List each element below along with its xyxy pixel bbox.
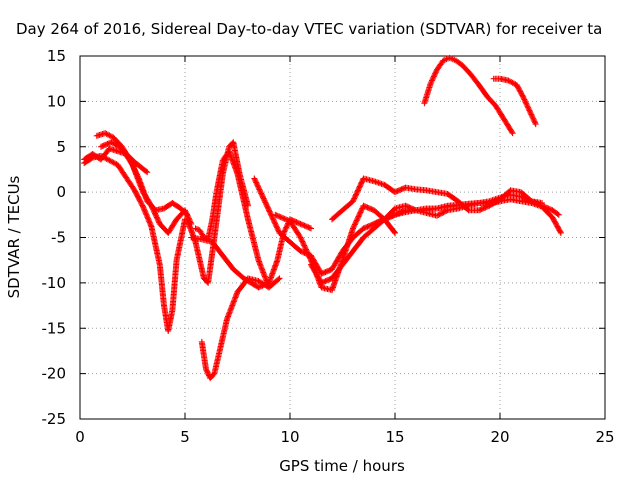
y-tick-label: 10	[47, 92, 66, 110]
series-14	[421, 54, 516, 137]
plot-area-border	[79, 55, 606, 420]
y-tick-label: 5	[56, 138, 66, 156]
x-tick-label: 10	[280, 428, 299, 446]
x-tick-label: 25	[595, 428, 614, 446]
series-5	[184, 139, 251, 286]
plus-marker-trace	[371, 196, 564, 236]
x-tick-label: 15	[385, 428, 404, 446]
x-tick-label: 0	[75, 428, 85, 446]
plus-marker-trace	[308, 198, 503, 286]
y-tick-label: 15	[47, 47, 66, 65]
grid-lines	[80, 56, 605, 419]
y-tick-label: -20	[42, 365, 67, 383]
series-7	[192, 148, 272, 291]
y-tick-label: -5	[51, 229, 66, 247]
data-marks	[81, 54, 564, 382]
plus-marker-trace	[81, 152, 188, 334]
plus-marker-trace	[98, 139, 195, 236]
y-tick-label: -10	[42, 274, 67, 292]
series-13	[371, 196, 564, 236]
y-tick-label: -25	[42, 410, 67, 428]
plus-marker-trace	[184, 139, 251, 286]
plus-marker-trace	[490, 75, 539, 128]
series-15	[490, 75, 539, 128]
axis-ticks: 0 5 10 15 20 25 -25 -20 -15 -10 -5 0 5 10 15	[42, 47, 615, 446]
y-tick-label: -15	[42, 319, 67, 337]
chart-title: Day 264 of 2016, Sidereal Day-to-day VTE…	[16, 20, 602, 38]
y-tick-label: 0	[56, 183, 66, 201]
plus-marker-trace	[329, 175, 562, 223]
x-tick-label: 5	[180, 428, 190, 446]
series-12	[329, 175, 562, 223]
plus-marker-trace	[192, 148, 272, 291]
plus-marker-trace	[421, 54, 516, 137]
x-tick-label: 20	[490, 428, 509, 446]
series-1	[81, 152, 188, 334]
x-axis-label: GPS time / hours	[279, 457, 405, 475]
series-4	[98, 139, 195, 236]
y-axis-label: SDTVAR / TECUs	[5, 175, 23, 298]
series-11	[308, 198, 503, 286]
